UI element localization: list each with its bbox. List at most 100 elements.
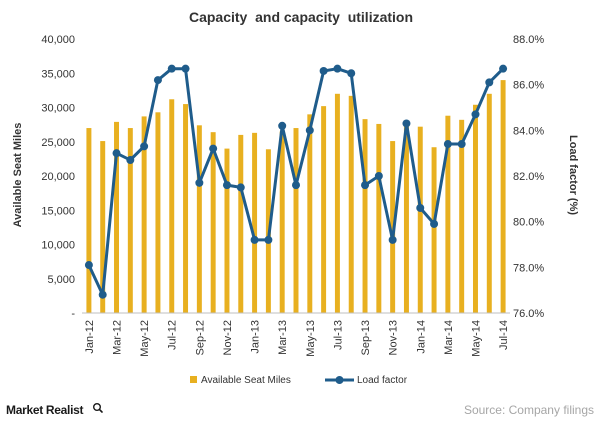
x-tick-label: Jan-14 bbox=[415, 320, 427, 354]
y-axis-ticks: - 5,000 10,000 15,000 20,000 25,000 30,000 35,0… bbox=[41, 34, 75, 320]
y-tick-label: 5,000 bbox=[47, 274, 75, 286]
magnifier-icon bbox=[92, 403, 103, 413]
brand-name: Market Realist bbox=[6, 403, 83, 417]
y2-tick-label: 86.0% bbox=[513, 80, 544, 92]
y-tick-label: 25,000 bbox=[41, 137, 75, 149]
line-point bbox=[278, 121, 287, 130]
line-point bbox=[222, 181, 231, 190]
line-point bbox=[499, 64, 508, 73]
line-point bbox=[347, 69, 356, 78]
chart-title: Capacity and capacity utilization bbox=[189, 9, 413, 25]
legend-swatch-marker bbox=[335, 376, 344, 384]
bar bbox=[445, 115, 451, 313]
bar bbox=[210, 132, 216, 313]
bar bbox=[252, 132, 258, 313]
bar bbox=[307, 114, 313, 313]
line-point bbox=[485, 78, 494, 87]
y-tick-label: - bbox=[71, 308, 75, 320]
line-point bbox=[361, 181, 370, 190]
line-point bbox=[250, 235, 259, 244]
line-point bbox=[416, 203, 425, 212]
bar bbox=[403, 125, 409, 313]
line-point bbox=[471, 110, 480, 119]
brand-logo: Market Realist bbox=[6, 403, 103, 417]
x-tick-label: Nov-12 bbox=[222, 320, 234, 355]
line-point bbox=[388, 235, 397, 244]
legend-label-line: Load factor bbox=[357, 375, 408, 386]
line-point bbox=[236, 183, 245, 192]
line-point bbox=[153, 76, 162, 85]
x-tick-label: May-12 bbox=[139, 320, 151, 357]
line-point bbox=[209, 144, 218, 153]
y-tick-label: 35,000 bbox=[41, 68, 75, 80]
line-point bbox=[112, 149, 121, 158]
bar bbox=[376, 123, 382, 313]
line-point bbox=[319, 66, 328, 75]
line-point bbox=[457, 140, 466, 149]
y-tick-label: 20,000 bbox=[41, 171, 75, 183]
y-tick-label: 10,000 bbox=[41, 240, 75, 252]
bar bbox=[224, 148, 230, 313]
x-tick-label: Jul-12 bbox=[167, 320, 179, 350]
line-point bbox=[84, 261, 93, 270]
line-point bbox=[333, 64, 342, 73]
x-tick-label: Jan-12 bbox=[84, 320, 96, 354]
bar bbox=[100, 141, 106, 313]
bar bbox=[431, 147, 437, 313]
line-point bbox=[443, 140, 452, 149]
bar bbox=[279, 131, 285, 313]
y2-tick-label: 88.0% bbox=[513, 34, 544, 46]
line-point bbox=[195, 178, 204, 187]
bar bbox=[155, 112, 161, 313]
bar bbox=[238, 134, 244, 313]
y2-axis-title: Load factor (%) bbox=[567, 135, 579, 215]
x-tick-label: Jul-13 bbox=[332, 320, 344, 350]
line-point bbox=[167, 64, 176, 73]
bar bbox=[459, 119, 465, 313]
line-point bbox=[292, 181, 300, 190]
bar bbox=[169, 99, 175, 313]
bar bbox=[417, 126, 423, 314]
x-tick-label: Jul-14 bbox=[498, 320, 510, 350]
line-point bbox=[264, 235, 273, 244]
bar bbox=[141, 116, 147, 313]
bar bbox=[362, 119, 368, 314]
bar bbox=[500, 80, 506, 313]
line-point bbox=[305, 126, 314, 135]
x-tick-label: Mar-14 bbox=[443, 320, 455, 355]
bar bbox=[86, 128, 92, 313]
bar bbox=[321, 106, 327, 313]
x-tick-label: Mar-13 bbox=[277, 320, 289, 355]
x-axis-ticks: Jan-12 Mar-12 May-12 Jul-12 Sep-12 Nov-12 Jan-… bbox=[84, 320, 510, 357]
source-note: Source: Company filings bbox=[464, 403, 594, 417]
y-tick-label: 15,000 bbox=[41, 205, 75, 217]
y2-axis-ticks: 76.0% 78.0% 80.0% 82.0% 84.0% 86.0% 88.0% bbox=[513, 34, 544, 320]
bar bbox=[486, 93, 492, 313]
y2-tick-label: 76.0% bbox=[513, 308, 544, 320]
bar bbox=[293, 128, 299, 313]
x-tick-label: May-14 bbox=[471, 320, 483, 357]
x-tick-label: May-13 bbox=[305, 320, 317, 357]
y2-tick-label: 78.0% bbox=[513, 262, 544, 274]
line-point bbox=[430, 219, 439, 228]
line-series bbox=[84, 64, 508, 299]
bar bbox=[183, 104, 189, 313]
bar bbox=[334, 93, 340, 313]
legend-label-bar: Available Seat Miles bbox=[201, 375, 291, 386]
x-tick-label: Mar-12 bbox=[112, 320, 124, 355]
line-point bbox=[402, 119, 411, 128]
bar bbox=[348, 95, 354, 313]
y2-tick-label: 80.0% bbox=[513, 217, 544, 229]
y-axis-title: Available Seat Miles bbox=[12, 123, 24, 228]
line-point bbox=[126, 156, 135, 165]
x-tick-label: Jan-13 bbox=[250, 320, 262, 354]
bar bbox=[127, 128, 133, 313]
line-point bbox=[181, 64, 190, 73]
x-tick-label: Sep-12 bbox=[194, 320, 206, 355]
line-point bbox=[98, 290, 107, 299]
bar bbox=[472, 104, 478, 313]
y2-tick-label: 82.0% bbox=[513, 171, 544, 183]
y-tick-label: 30,000 bbox=[41, 103, 75, 115]
